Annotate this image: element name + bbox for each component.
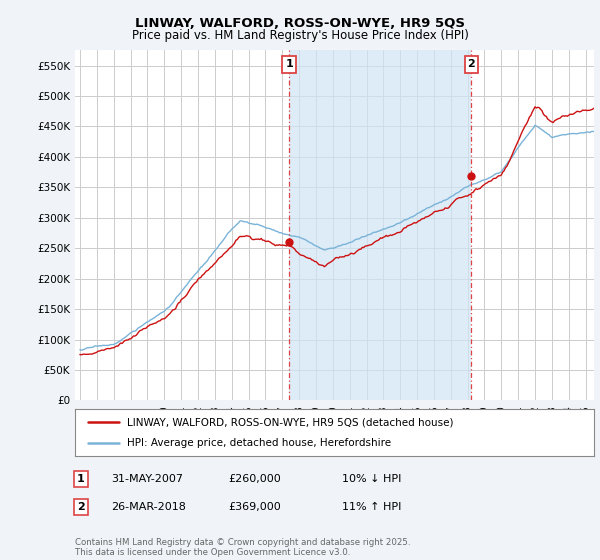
Text: Contains HM Land Registry data © Crown copyright and database right 2025.
This d: Contains HM Land Registry data © Crown c… [75, 538, 410, 557]
Bar [289, 50, 472, 400]
Text: 11% ↑ HPI: 11% ↑ HPI [342, 502, 401, 512]
Text: 10% ↓ HPI: 10% ↓ HPI [342, 474, 401, 484]
Text: 2: 2 [467, 59, 475, 69]
Text: £369,000: £369,000 [228, 502, 281, 512]
Text: 1: 1 [286, 59, 293, 69]
Text: HPI: Average price, detached house, Herefordshire: HPI: Average price, detached house, Here… [127, 438, 391, 448]
Text: Price paid vs. HM Land Registry's House Price Index (HPI): Price paid vs. HM Land Registry's House … [131, 29, 469, 42]
Text: £260,000: £260,000 [228, 474, 281, 484]
Text: 26-MAR-2018: 26-MAR-2018 [111, 502, 186, 512]
Text: LINWAY, WALFORD, ROSS-ON-WYE, HR9 5QS: LINWAY, WALFORD, ROSS-ON-WYE, HR9 5QS [135, 17, 465, 30]
Text: 1: 1 [77, 474, 85, 484]
Text: LINWAY, WALFORD, ROSS-ON-WYE, HR9 5QS (detached house): LINWAY, WALFORD, ROSS-ON-WYE, HR9 5QS (d… [127, 417, 454, 427]
Text: 31-MAY-2007: 31-MAY-2007 [111, 474, 183, 484]
Text: 2: 2 [77, 502, 85, 512]
